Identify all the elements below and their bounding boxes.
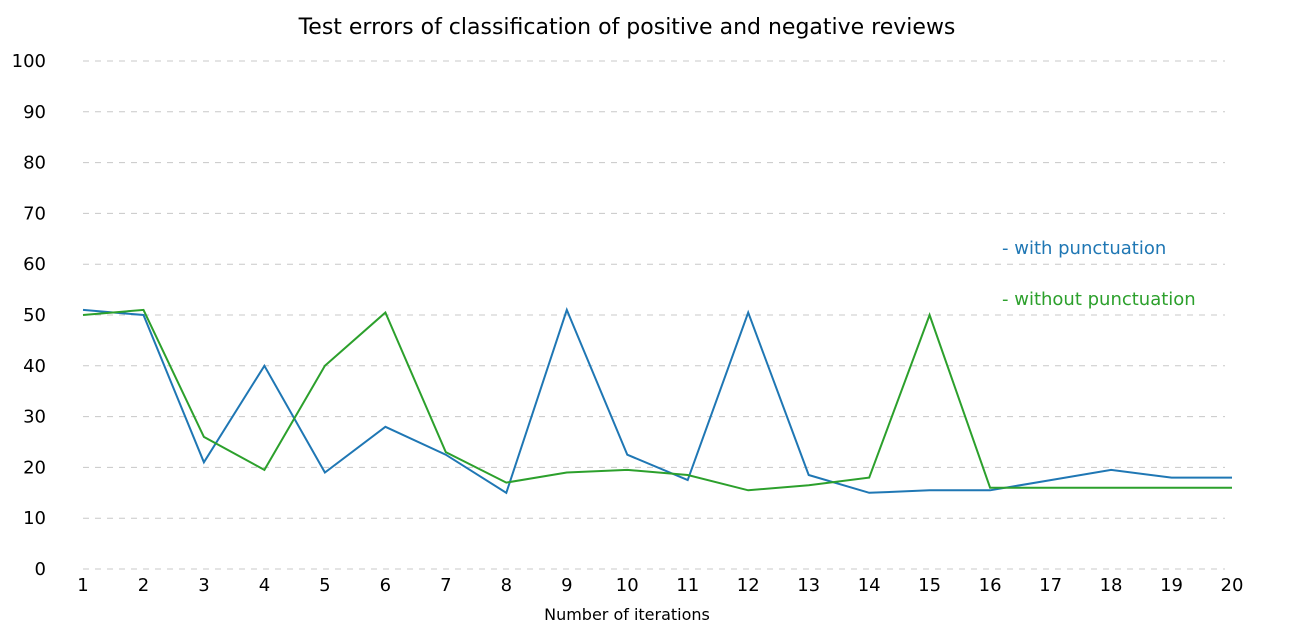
x-tick-label: 12 bbox=[737, 575, 760, 596]
x-tick-label: 14 bbox=[858, 575, 881, 596]
x-tick-label: 3 bbox=[198, 575, 209, 596]
x-axis-ticks: 1 2 3 4 5 6 7 8 9 10 11 12 13 14 15 16 17 18 19 20 bbox=[77, 575, 1243, 596]
y-tick-label: 90 bbox=[23, 102, 46, 123]
y-tick-label: 100 bbox=[12, 51, 46, 72]
x-tick-label: 19 bbox=[1160, 575, 1183, 596]
y-tick-label: 30 bbox=[23, 407, 46, 428]
y-tick-label: 50 bbox=[23, 305, 46, 326]
y-tick-label: 40 bbox=[23, 356, 46, 377]
x-tick-label: 9 bbox=[561, 575, 572, 596]
x-tick-label: 1 bbox=[77, 575, 88, 596]
series-lines bbox=[82, 307, 1232, 495]
x-tick-label: 16 bbox=[979, 575, 1002, 596]
x-tick-label: 18 bbox=[1100, 575, 1123, 596]
x-tick-label: 10 bbox=[616, 575, 639, 596]
chart-title: Test errors of classification of positiv… bbox=[298, 15, 956, 40]
legend: - with punctuation - without punctuation bbox=[1002, 238, 1196, 310]
y-tick-label: 20 bbox=[23, 457, 46, 478]
legend-entry-1: - with punctuation bbox=[1002, 238, 1166, 259]
x-tick-label: 15 bbox=[918, 575, 941, 596]
x-tick-label: 20 bbox=[1221, 575, 1244, 596]
x-tick-label: 7 bbox=[440, 575, 451, 596]
y-tick-label: 10 bbox=[23, 508, 46, 529]
x-axis-label: Number of iterations bbox=[544, 605, 710, 624]
grid bbox=[83, 60, 1225, 570]
x-tick-label: 13 bbox=[797, 575, 820, 596]
y-tick-label: 0 bbox=[35, 559, 46, 580]
x-tick-label: 17 bbox=[1039, 575, 1062, 596]
x-tick-label: 2 bbox=[138, 575, 149, 596]
x-tick-label: 11 bbox=[676, 575, 699, 596]
x-tick-label: 4 bbox=[259, 575, 270, 596]
series-line-2 bbox=[82, 308, 1232, 492]
y-tick-label: 70 bbox=[23, 203, 46, 224]
y-tick-label: 80 bbox=[23, 153, 46, 174]
x-tick-label: 6 bbox=[380, 575, 391, 596]
y-axis-ticks: 0 10 20 30 40 50 60 70 80 90 100 bbox=[12, 51, 46, 580]
x-tick-label: 8 bbox=[501, 575, 512, 596]
x-tick-label: 5 bbox=[319, 575, 330, 596]
series-line-1 bbox=[82, 307, 1232, 495]
legend-entry-2: - without punctuation bbox=[1002, 289, 1196, 310]
y-tick-label: 60 bbox=[23, 254, 46, 275]
